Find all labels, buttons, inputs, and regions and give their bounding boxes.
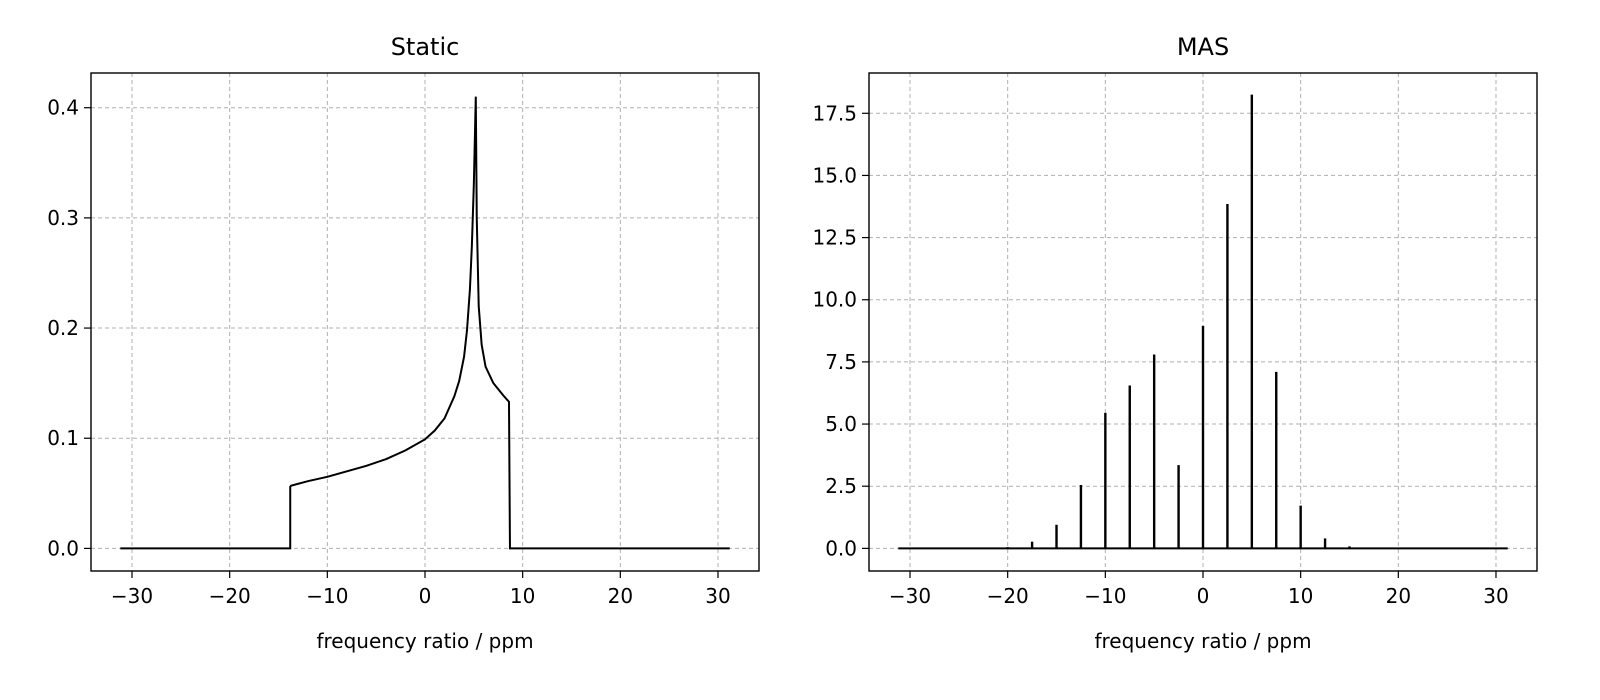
static-y-tick-label: 0.1: [47, 426, 79, 450]
mas-plot-area: [898, 94, 1508, 550]
static-y-tick-label: 0.4: [47, 96, 79, 120]
mas-y-tick-label: 2.5: [825, 474, 857, 498]
mas-y-tick-label: 7.5: [825, 350, 857, 374]
mas-x-tick-label: 30: [1483, 584, 1508, 608]
static-plot-area: [120, 96, 730, 550]
static-y-ticks: 0.0 0.1 0.2 0.3 0.4: [47, 96, 91, 560]
static-x-tick-label: 0: [419, 584, 432, 608]
mas-x-tick-label: −10: [1084, 584, 1126, 608]
static-spectrum-line: [120, 96, 730, 550]
static-grid: [91, 73, 759, 571]
static-x-tick-label: 30: [705, 584, 730, 608]
static-y-tick-label: 0.0: [47, 536, 79, 560]
mas-y-tick-label: 10.0: [812, 288, 857, 312]
mas-y-tick-label: 0.0: [825, 536, 857, 560]
mas-x-ticks: −30 −20 −10 0 10 20 30: [889, 571, 1509, 608]
static-x-ticks: −30 −20 −10 0 10 20 30: [111, 571, 731, 608]
static-x-tick-label: 20: [608, 584, 633, 608]
mas-panel: −30 −20 −10 0 10 20 30 0.0 2.5 5.0 7.5 10.0 12.5 15.…: [812, 33, 1538, 653]
mas-title: MAS: [1177, 33, 1229, 61]
mas-x-tick-label: −30: [889, 584, 931, 608]
mas-x-tick-label: 20: [1386, 584, 1411, 608]
static-panel: −30 −20 −10 0 10 20 30 0.00.10.20.30.4 Static …: [47, 33, 760, 653]
mas-x-axis-label: frequency ratio / ppm: [1094, 629, 1311, 653]
mas-x-tick-label: 0: [1197, 584, 1210, 608]
static-x-axis-label: frequency ratio / ppm: [316, 629, 533, 653]
static-title: Static: [391, 33, 460, 61]
static-x-tick-label: 10: [510, 584, 535, 608]
static-x-tick-label: −10: [306, 584, 348, 608]
mas-y-tick-label: 5.0: [825, 412, 857, 436]
static-x-tick-label: −30: [111, 584, 153, 608]
mas-y-ticks: 0.0 2.5 5.0 7.5 10.0 12.5 15.0 17.5: [812, 101, 869, 560]
mas-x-tick-label: −20: [987, 584, 1029, 608]
static-y-tick-label: 0.2: [47, 316, 79, 340]
mas-y-tick-label: 12.5: [812, 226, 857, 250]
mas-y-tick-label: 17.5: [812, 101, 857, 125]
mas-y-tick-label: 15.0: [812, 163, 857, 187]
static-y-tick-label: 0.3: [47, 206, 79, 230]
static-x-tick-label: −20: [209, 584, 251, 608]
mas-x-tick-label: 10: [1288, 584, 1313, 608]
